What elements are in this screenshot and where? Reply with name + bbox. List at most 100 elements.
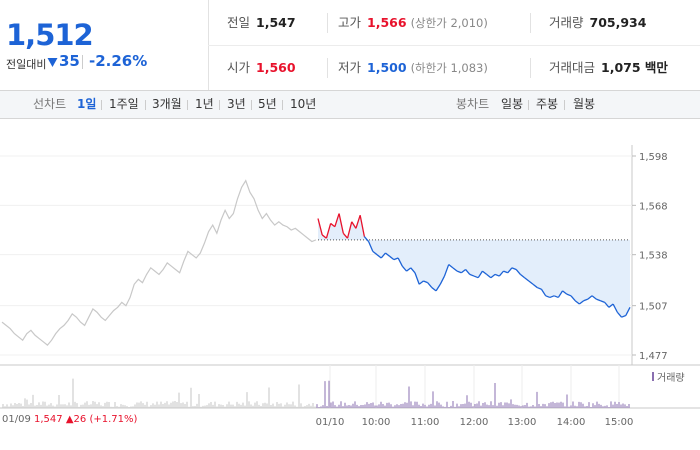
today-line-segment	[448, 264, 454, 269]
today-line-segment	[608, 303, 614, 308]
volume-bars	[2, 378, 630, 408]
today-line-segment	[503, 270, 508, 274]
tab-10y[interactable]: 10년	[290, 97, 317, 111]
today-line-segment	[465, 269, 471, 275]
today-line-segment	[418, 280, 424, 285]
today-line-segment	[600, 300, 605, 303]
today-line-segment	[359, 215, 366, 237]
down-triangle-icon	[47, 58, 58, 67]
today-line-segment	[540, 288, 547, 297]
today-line-segment	[325, 223, 332, 239]
today-line-segment	[528, 280, 534, 285]
info-divider	[530, 13, 531, 33]
today-line-segment	[557, 290, 564, 298]
today-line-segment	[321, 234, 327, 239]
series-layer	[1, 179, 631, 346]
tab-1y[interactable]: 1년	[195, 97, 214, 111]
prev-close-value: 1,547	[256, 15, 296, 30]
x-tick-label: 11:00	[411, 417, 440, 428]
y-tick-label: 1,477	[639, 351, 668, 362]
today-line-segment	[477, 270, 483, 279]
today-line-segment	[621, 314, 627, 318]
today-line-segment	[406, 267, 412, 272]
x-tick-label: 13:00	[508, 417, 537, 428]
today-line-segment	[515, 269, 521, 275]
volume-legend-swatch	[652, 372, 654, 381]
change-percent: -2.26%	[89, 52, 148, 70]
open-label: 시가	[227, 60, 251, 75]
today-line-segment	[591, 295, 597, 300]
today-line-segment	[389, 255, 395, 261]
today-line-segment	[616, 311, 623, 318]
today-line-segment	[579, 300, 585, 305]
open-cell: 시가 1,560	[227, 45, 296, 90]
today-line-segment	[351, 221, 357, 229]
change-value: 35	[59, 52, 80, 70]
low-cell: 저가 1,500 (하한가 1,083)	[338, 45, 488, 90]
prev-close-label: 전일	[227, 15, 251, 30]
y-tick-label: 1,538	[639, 251, 668, 262]
volume-legend-label: 거래량	[657, 372, 685, 384]
today-line-segment	[494, 273, 500, 277]
tab-daily-candle[interactable]: 일봉	[501, 97, 524, 111]
tab-1d[interactable]: 1일	[77, 97, 97, 111]
amount-value: 1,075 백만	[601, 60, 668, 75]
previous-day-line	[1, 179, 317, 346]
tab-separator	[187, 100, 188, 110]
today-line-segment	[524, 277, 530, 282]
today-line-segment	[519, 273, 525, 279]
y-tick-label: 1,568	[639, 201, 668, 212]
today-line-segment	[532, 283, 538, 289]
tab-separator	[282, 100, 283, 110]
today-line-segment	[604, 301, 610, 308]
today-line-segment	[342, 232, 349, 239]
chart-tabs-bar: 선차트 1일 1주일 3개월 1년 3년 5년 10년 봉차트 일봉 주봉 월봉	[0, 91, 700, 119]
today-line-segment	[431, 287, 437, 292]
today-line-segment	[317, 218, 323, 236]
tab-separator	[145, 100, 146, 110]
today-line-segment	[439, 275, 446, 285]
tab-3y[interactable]: 3년	[227, 97, 246, 111]
amount-label: 거래대금	[549, 60, 596, 75]
open-value: 1,560	[256, 60, 296, 75]
today-line-segment	[486, 273, 492, 279]
today-line-segment	[545, 295, 551, 299]
change-separator	[82, 55, 83, 69]
today-line-segment	[355, 215, 361, 229]
today-line-segment	[583, 298, 589, 302]
today-line-segment	[587, 295, 593, 300]
price-chart[interactable]: 1,598 1,568 1,538 1,507 1,477 01/10 10:00 11:0…	[0, 119, 700, 450]
tab-separator	[101, 100, 102, 110]
today-line-segment	[397, 257, 403, 267]
today-line-segment	[330, 222, 336, 228]
high-label: 고가	[338, 15, 362, 30]
today-line-segment	[511, 267, 517, 271]
tab-monthly-candle[interactable]: 월봉	[573, 97, 596, 111]
prev-day-footer: 01/09 1,547 ▲26 (+1.71%)	[2, 414, 137, 425]
today-line-segment	[443, 264, 450, 277]
prev-day-change: ▲26 (+1.71%)	[65, 414, 138, 425]
info-divider	[327, 13, 328, 33]
x-tick-label: 15:00	[605, 417, 634, 428]
info-divider	[327, 58, 328, 78]
tab-3m[interactable]: 3개월	[152, 97, 182, 111]
tab-5y[interactable]: 5년	[258, 97, 277, 111]
today-line-segment	[452, 267, 458, 272]
today-line-segment	[372, 250, 378, 256]
info-row-1: 전일 1,547 고가 1,566 (상한가 2,010) 거래량 705,934	[208, 0, 700, 46]
today-line-segment	[414, 272, 420, 285]
current-price: 1,512	[6, 18, 94, 52]
today-line-segment	[423, 280, 428, 284]
today-line-segment	[570, 295, 576, 302]
tab-1w[interactable]: 1주일	[109, 97, 139, 111]
volume-cell: 거래량 705,934	[549, 0, 646, 45]
today-line-segment	[549, 295, 555, 299]
today-line-segment	[334, 213, 340, 227]
candle-chart-heading: 봉차트	[456, 97, 490, 111]
tab-weekly-candle[interactable]: 주봉	[536, 97, 559, 111]
today-line-segment	[385, 252, 391, 257]
today-line-segment	[562, 290, 568, 295]
low-label: 저가	[338, 60, 362, 75]
x-tick-label: 12:00	[460, 417, 489, 428]
upper-limit: (상한가 2,010)	[410, 16, 488, 30]
